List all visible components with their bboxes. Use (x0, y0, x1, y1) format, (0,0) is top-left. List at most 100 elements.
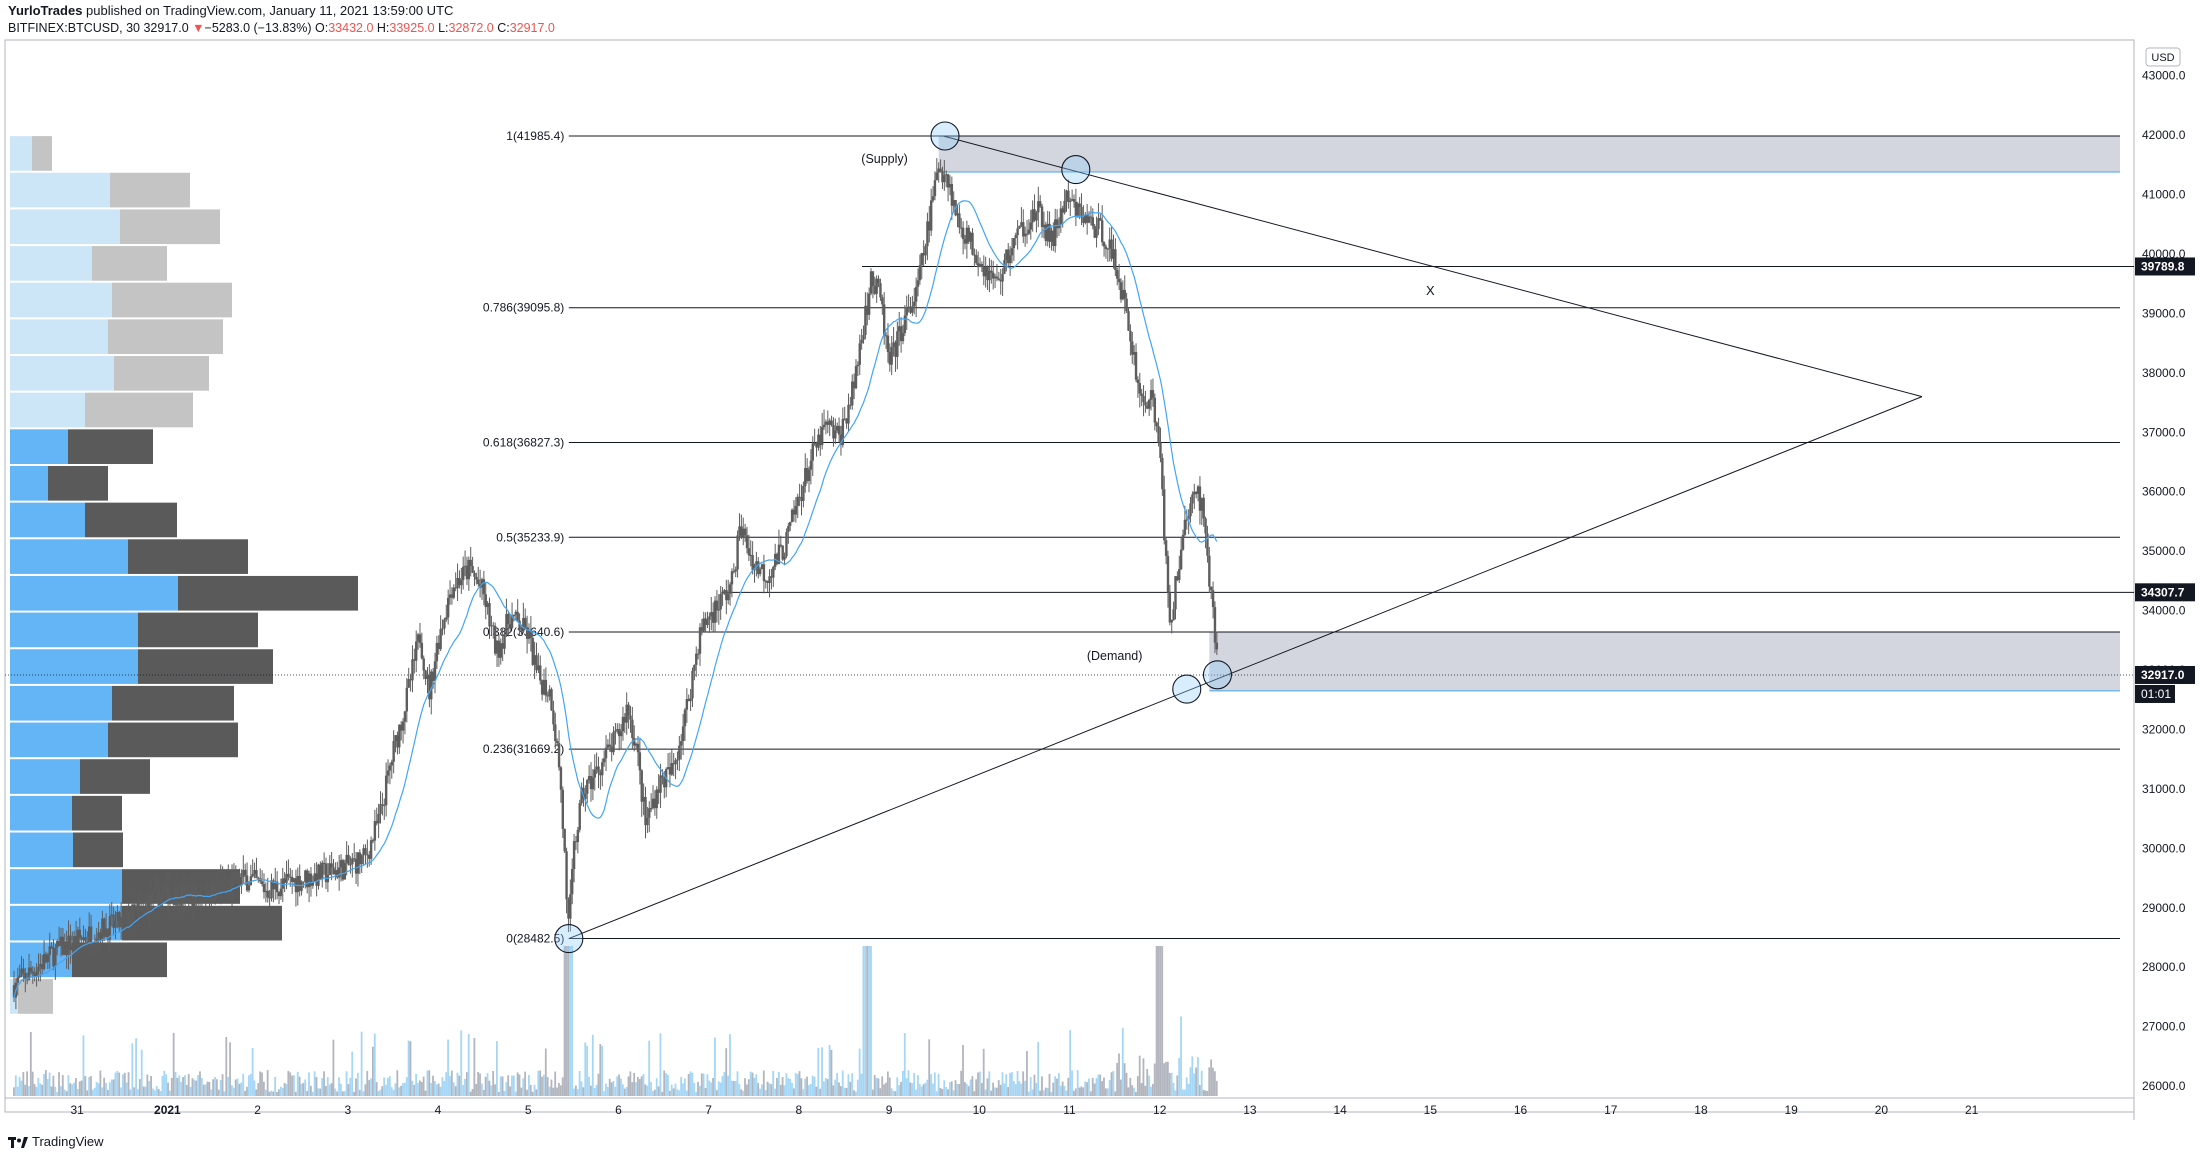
candle-body (1185, 519, 1188, 521)
currency-badge[interactable] (2145, 47, 2181, 67)
volume-profile-up-bar (10, 136, 32, 171)
last-price: 32917.0 (143, 21, 189, 35)
candle-body (138, 902, 142, 904)
circle-marker[interactable] (1172, 674, 1202, 704)
author-name[interactable]: YurloTrades (8, 3, 83, 18)
volume-bar (813, 1076, 816, 1096)
candle-body (462, 566, 465, 581)
volume-bar (730, 1080, 733, 1096)
moving-average-line[interactable] (13, 200, 1218, 998)
candle-body (150, 894, 153, 903)
circle-marker[interactable] (930, 121, 960, 151)
volume-bar (804, 1078, 807, 1096)
volume-bar (714, 1037, 716, 1096)
volume-bar (665, 1073, 667, 1096)
volume-bar (317, 1088, 320, 1096)
candle-body (815, 443, 818, 448)
volume-bar (971, 1076, 974, 1096)
volume-bar (836, 1073, 839, 1096)
volume-bar (700, 1073, 703, 1096)
candle-body (1163, 489, 1166, 541)
volume-bar (460, 1030, 463, 1096)
circle-marker[interactable] (1061, 155, 1091, 185)
candle-body (958, 213, 961, 228)
volume-profile-down-bar (32, 136, 52, 171)
symbol-label[interactable]: BITFINEX:BTCUSD, 30 (8, 21, 140, 35)
volume-bar (108, 1082, 111, 1096)
candle-body (59, 936, 63, 946)
volume-bar (315, 1077, 318, 1096)
candle-body (796, 496, 799, 506)
candle-body (740, 526, 743, 538)
candle-body (510, 616, 514, 629)
candle-body (155, 887, 159, 889)
volume-bar (138, 1079, 141, 1096)
volume-bar (430, 1082, 433, 1096)
candle-body (1042, 224, 1046, 228)
candle-body (416, 634, 420, 642)
volume-bar (896, 1077, 899, 1096)
candle-body (108, 916, 112, 940)
circle-marker[interactable] (554, 924, 584, 954)
volume-bar (402, 1082, 404, 1096)
candle-body (82, 937, 85, 940)
candle-body (1187, 516, 1190, 520)
candle-body (473, 572, 476, 577)
candle-body (488, 603, 491, 627)
trendline[interactable] (568, 396, 1923, 940)
candle-body (91, 944, 95, 946)
volume-bar (1206, 1090, 1209, 1096)
volume-bar (541, 1076, 543, 1096)
candle-body (262, 884, 266, 893)
zone-rect-0[interactable] (938, 135, 2120, 172)
tradingview-footer[interactable]: TradingView (8, 1132, 104, 1152)
candle-body (48, 946, 51, 956)
volume-bar (599, 1043, 602, 1096)
volume-bar (16, 1086, 19, 1096)
candle-body (696, 653, 700, 655)
volume-bar (945, 1086, 948, 1096)
candle-body (37, 966, 40, 972)
candle-body (287, 873, 290, 877)
volume-bar (911, 1083, 914, 1096)
volume-bar (266, 1070, 269, 1096)
volume-bar (1035, 1082, 1038, 1096)
low-value: 32872.0 (448, 21, 494, 35)
candle-body (1206, 533, 1209, 556)
circle-marker[interactable] (1202, 660, 1232, 690)
volume-bar (603, 1091, 605, 1096)
candle-body (1035, 212, 1038, 221)
volume-bar (272, 1091, 275, 1096)
volume-bar (661, 1091, 664, 1096)
zone-rect-1[interactable] (1209, 632, 2120, 691)
candle-body (371, 840, 375, 842)
candle-body (926, 221, 929, 247)
volume-profile-down-bar (110, 172, 190, 208)
candle-body (706, 619, 709, 625)
trendline[interactable] (943, 135, 1923, 398)
volume-bar (439, 1086, 442, 1096)
candle-body (663, 777, 666, 788)
candle-body (1059, 208, 1063, 225)
volume-bar (792, 1088, 795, 1096)
volume-bar (706, 1074, 709, 1096)
candle-body (574, 841, 578, 843)
candle-body (584, 793, 587, 800)
candle-body (257, 878, 260, 880)
candle-body (1121, 289, 1125, 300)
volume-bar (960, 1070, 963, 1096)
volume-bar (69, 1083, 72, 1096)
candle-body (413, 659, 416, 661)
candle-body (1153, 397, 1157, 423)
candle-body (405, 687, 409, 712)
volume-bar (422, 1076, 425, 1096)
candle-body (358, 852, 362, 865)
candle-body (206, 882, 209, 901)
volume-bar (1129, 1077, 1132, 1096)
candle-body (928, 221, 931, 231)
price-tick-label: 28000.0 (2142, 960, 2186, 974)
fib-label: 0.618(36827.3) (483, 436, 564, 450)
volume-bar (922, 1084, 925, 1096)
candle-body (1044, 224, 1048, 242)
